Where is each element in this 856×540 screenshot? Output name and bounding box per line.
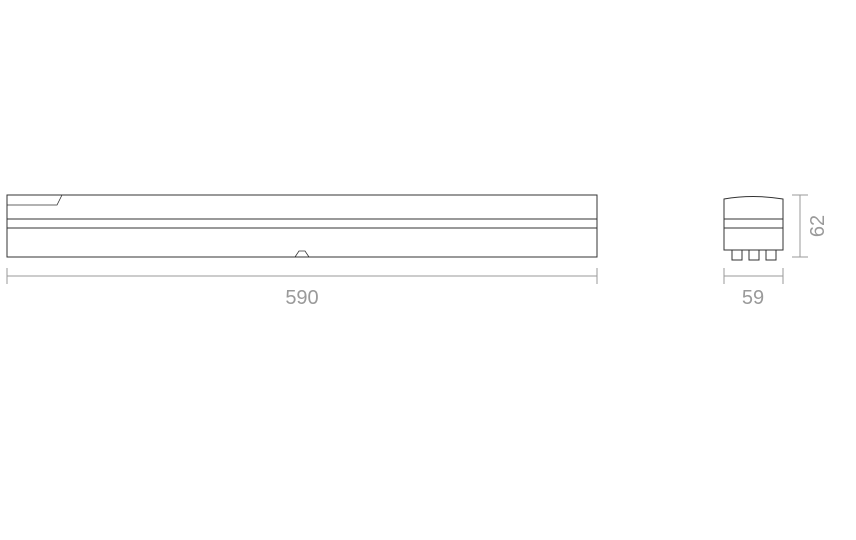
side-width-label: 59: [742, 287, 764, 309]
front-lower-body: [7, 228, 597, 257]
side-lower-body: [724, 228, 783, 250]
front-elevation: [7, 195, 597, 257]
side-height-label: 62: [807, 215, 829, 237]
side-upper-cap: [724, 197, 783, 220]
side-width-dimension: 59: [724, 268, 783, 309]
side-height-dimension: 62: [792, 195, 829, 257]
side-feet: [732, 250, 776, 260]
front-mid-strip: [7, 219, 597, 228]
front-upper-body: [7, 195, 597, 219]
front-width-label: 590: [285, 287, 318, 309]
side-mid-strip: [724, 219, 783, 228]
side-foot-right: [766, 250, 776, 260]
side-foot-left: [732, 250, 742, 260]
side-foot-mid: [749, 250, 759, 260]
side-elevation: [724, 197, 783, 261]
front-width-dimension: 590: [7, 268, 597, 309]
